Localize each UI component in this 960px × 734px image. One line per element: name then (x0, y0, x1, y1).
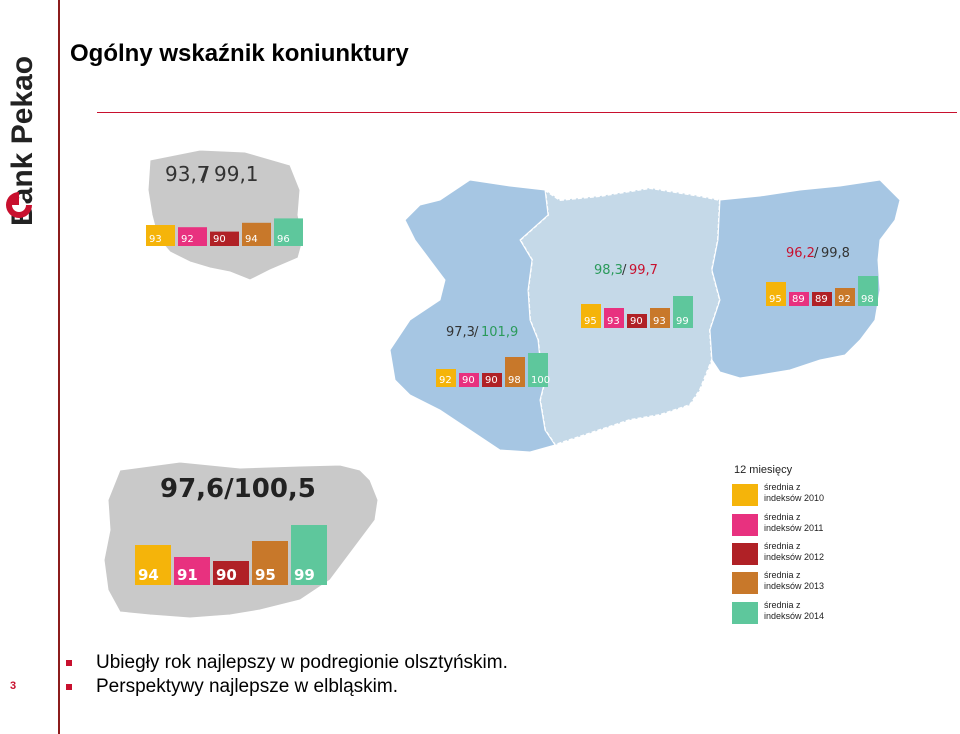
region-elcki-bar (858, 276, 878, 306)
page-number: 3 (10, 680, 17, 692)
region-elcki-bar (766, 282, 786, 306)
region-olsztynski-index-a: 98,3 (594, 263, 623, 278)
region-olsztynski-bar (581, 304, 601, 328)
region-elcki-index-sep: / (814, 246, 819, 261)
region-olsztynski-bar-label: 99 (676, 316, 689, 327)
region-elblaski-bar (482, 373, 502, 387)
poland-bar (178, 227, 207, 246)
region-olsztynski-bar (650, 308, 670, 328)
title-divider (97, 112, 957, 113)
legend-label-2013: średnia z indeksów 2013 (764, 570, 825, 591)
region-elblaski-bar (528, 353, 548, 387)
region-elcki-bar-label: 89 (815, 294, 828, 305)
voivodeship-bar (174, 557, 210, 585)
region-elblaski-bar-label: 100 (531, 375, 550, 386)
poland-index-b: 99,1 (214, 162, 259, 186)
bullet-text: Ubiegły rok najlepszy w podregionie olsz… (96, 652, 508, 673)
region-olsztynski-bar-label: 93 (607, 316, 620, 327)
legend-item-2011: średnia z indeksów 2011 (732, 512, 842, 540)
region-elcki-bar (812, 292, 832, 306)
legend-label-2010: średnia z indeksów 2010 (764, 482, 825, 503)
legend-item-2010: średnia z indeksów 2010 (732, 482, 842, 510)
poland-bar-label: 96 (277, 234, 290, 245)
region-elblaski-bar-label: 90 (485, 375, 498, 386)
poland-bar (274, 218, 303, 246)
bullet-text: Perspektywy najlepsze w elbląskim. (96, 676, 399, 697)
voivodeship-bar-label: 91 (177, 566, 198, 584)
region-elblaski-bar (505, 357, 525, 387)
region-elblaski-index-a: 97,3 (446, 325, 475, 340)
region-olsztynski-bar-label: 93 (653, 316, 666, 327)
region-olsztynski-bar-label: 95 (584, 316, 597, 327)
bullet-item: Perspektywy najlepsze w elbląskim. (66, 676, 508, 700)
region-elcki-bar (835, 288, 855, 306)
voivodeship-bar (135, 545, 171, 585)
region-olsztynski-bar (673, 296, 693, 328)
voivodeship-index: 97,6/100,5 (160, 474, 316, 504)
bullet-square-icon (66, 660, 72, 666)
voivodeship-bar-label: 95 (255, 566, 276, 584)
poland-bar-label: 93 (149, 234, 162, 245)
region-elblaski-bar-label: 90 (462, 375, 475, 386)
brand-divider (58, 0, 60, 734)
poland-index-sep: / (202, 162, 209, 186)
legend-swatch-2010 (732, 484, 758, 506)
region-olsztynski-bar-label: 90 (630, 316, 643, 327)
page-title: Ogólny wskaźnik koniunktury (70, 40, 409, 67)
bullet-list: Ubiegły rok najlepszy w podregionie olsz… (66, 652, 508, 700)
poland-bar-label: 90 (213, 234, 226, 245)
region-olsztynski-index-b: 99,7 (629, 263, 658, 278)
pekao-emblem-icon (6, 192, 32, 218)
voivodeship-bar-label: 94 (138, 566, 159, 584)
voivodeship-bar-label: 99 (294, 566, 315, 584)
legend-swatch-2011 (732, 514, 758, 536)
bullet-square-icon (66, 684, 72, 690)
poland-bar-label: 92 (181, 234, 194, 245)
poland-bar (146, 225, 175, 246)
region-olsztynski-bar (604, 308, 624, 328)
region-elcki-index-a: 96,2 (786, 246, 815, 261)
legend-label-2012: średnia z indeksów 2012 (764, 541, 825, 562)
legend-swatch-2014 (732, 602, 758, 624)
region-elblaski-bar (459, 373, 479, 387)
region-elcki-bar-label: 98 (861, 294, 874, 305)
brand-sidebar: Bank Pekao (0, 0, 60, 734)
region-elcki-index-b: 99,8 (821, 246, 850, 261)
legend-swatch-2013 (732, 572, 758, 594)
poland-index-a: 93,7 (165, 162, 210, 186)
bullet-item: Ubiegły rok najlepszy w podregionie olsz… (66, 652, 508, 676)
legend-title: 12 miesięcy (734, 464, 793, 476)
legend-item-2012: średnia z indeksów 2012 (732, 541, 842, 569)
region-elcki-bar-label: 92 (838, 294, 851, 305)
region-olsztynski-bar (627, 314, 647, 328)
poland-bar-label: 94 (245, 234, 258, 245)
region-elcki-bar (789, 292, 809, 306)
region-elblaski-index-b: 101,9 (481, 325, 518, 340)
region-elblaski-index-sep: / (474, 325, 479, 340)
legend: 12 miesięcy średnia z indeksów 2010 śred… (732, 460, 832, 626)
legend-label-2011: średnia z indeksów 2011 (764, 512, 824, 533)
voivodeship-bar (291, 525, 327, 585)
region-olsztynski-index-sep: / (622, 263, 627, 278)
poland-bar (242, 222, 271, 246)
legend-item-2014: średnia z indeksów 2014 (732, 600, 842, 628)
poland-bar (210, 231, 239, 246)
voivodeship-bar (252, 541, 288, 585)
region-elblaski-bar (436, 369, 456, 387)
region-elcki-bar-label: 95 (769, 294, 782, 305)
legend-label-2014: średnia z indeksów 2014 (764, 600, 825, 621)
legend-swatch-2012 (732, 543, 758, 565)
region-elcki-bar-label: 89 (792, 294, 805, 305)
region-elblaski-bar-label: 98 (508, 375, 521, 386)
voivodeship-bar (213, 561, 249, 585)
voivodeship-bar-label: 90 (216, 566, 237, 584)
region-elblaski-bar-label: 92 (439, 375, 452, 386)
legend-item-2013: średnia z indeksów 2013 (732, 570, 842, 598)
region-elcki-map (709, 179, 901, 379)
